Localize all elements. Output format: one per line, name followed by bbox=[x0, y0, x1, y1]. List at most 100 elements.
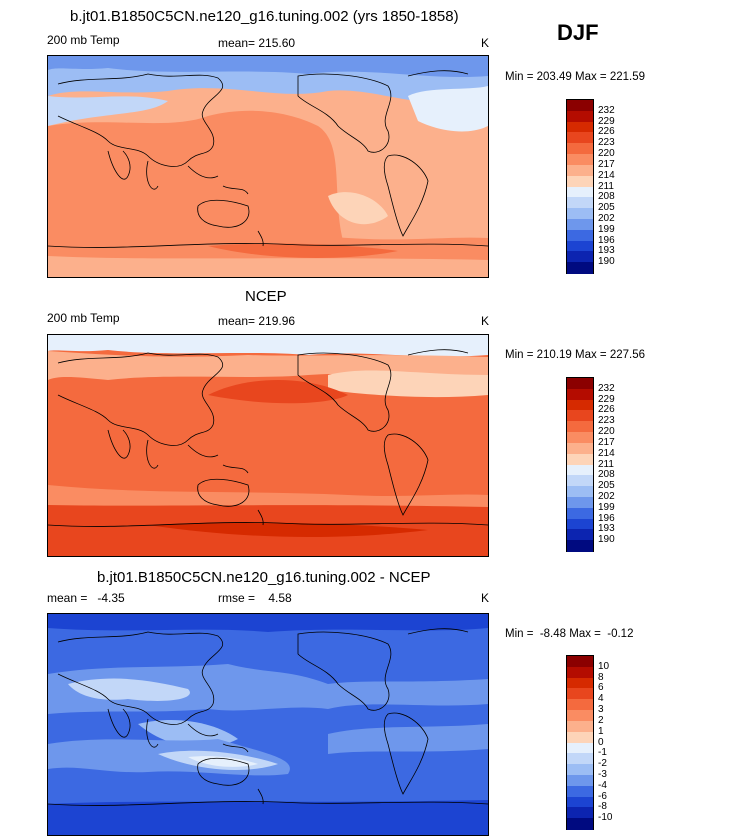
colorbar-tick-label: 223 bbox=[598, 415, 615, 427]
panel-1-title: b.jt01.B1850C5CN.ne120_g16.tuning.002 (y… bbox=[70, 8, 459, 25]
colorbar-tick-label: 214 bbox=[598, 447, 615, 459]
colorbar-swatch bbox=[567, 229, 593, 242]
colorbar-swatch bbox=[567, 731, 593, 743]
colorbar-tick-label: 205 bbox=[598, 480, 615, 492]
colorbar-swatch bbox=[567, 432, 593, 444]
colorbar-tick-label: 208 bbox=[598, 469, 615, 481]
colorbar-tick-label: -2 bbox=[598, 758, 607, 770]
colorbar-swatch bbox=[567, 399, 593, 411]
colorbar-swatch bbox=[567, 540, 593, 552]
panel-2-left-label: 200 mb Temp bbox=[47, 311, 120, 325]
colorbar-swatch bbox=[567, 378, 593, 390]
colorbar-tick-label: -3 bbox=[598, 768, 607, 780]
colorbar-swatch bbox=[567, 796, 593, 808]
colorbar-swatch bbox=[567, 529, 593, 541]
colorbar-swatch bbox=[567, 818, 593, 830]
colorbar-swatch bbox=[567, 753, 593, 765]
colorbar-tick-label: 196 bbox=[598, 234, 615, 246]
colorbar-swatch bbox=[567, 507, 593, 520]
season-label: DJF bbox=[557, 20, 599, 45]
colorbar-tick-label: 193 bbox=[598, 523, 615, 535]
colorbar-tick-label: 211 bbox=[598, 180, 614, 192]
panel-2-map bbox=[47, 334, 489, 557]
panel-3-map bbox=[47, 613, 489, 836]
colorbar-tick-label: 220 bbox=[598, 426, 615, 438]
colorbar-tick-label: -4 bbox=[598, 779, 607, 791]
panel-1-minmax: Min = 203.49 Max = 221.59 bbox=[505, 71, 646, 83]
colorbar-tick-label: 10 bbox=[598, 660, 610, 672]
colorbar-swatch bbox=[567, 453, 593, 465]
colorbar-tick-label: 0 bbox=[598, 736, 604, 748]
colorbar-swatch bbox=[567, 464, 593, 476]
colorbar-swatch bbox=[567, 132, 593, 144]
panel-1-center-label: mean= 215.60 bbox=[218, 36, 296, 50]
colorbar-tick-label: 4 bbox=[598, 693, 604, 705]
panel-2-colorbar bbox=[566, 377, 594, 552]
panel-1-units: K bbox=[481, 36, 490, 50]
panel-1-colorbar bbox=[566, 99, 594, 274]
colorbar-swatch bbox=[567, 197, 593, 209]
colorbar-swatch bbox=[567, 442, 593, 455]
colorbar-tick-label: 211 bbox=[598, 458, 614, 470]
colorbar-tick-label: 202 bbox=[598, 212, 615, 224]
colorbar-swatch bbox=[567, 186, 593, 198]
panel-2-title: NCEP bbox=[245, 288, 287, 305]
colorbar-tick-label: 220 bbox=[598, 148, 615, 160]
colorbar-swatch bbox=[567, 251, 593, 263]
colorbar-tick-label: 193 bbox=[598, 245, 615, 257]
colorbar-tick-label: 199 bbox=[598, 223, 615, 235]
colorbar-swatch bbox=[567, 742, 593, 754]
colorbar-tick-label: 229 bbox=[598, 115, 615, 127]
colorbar-tick-label: 232 bbox=[598, 382, 615, 394]
colorbar-tick-label: 190 bbox=[598, 256, 615, 268]
colorbar-tick-label: 223 bbox=[598, 137, 615, 149]
colorbar-swatch bbox=[567, 388, 593, 401]
colorbar-tick-label: -8 bbox=[598, 801, 607, 813]
colorbar-tick-label: 214 bbox=[598, 169, 615, 181]
colorbar-swatch bbox=[567, 421, 593, 433]
panel-1-map bbox=[47, 55, 489, 278]
colorbar-swatch bbox=[567, 785, 593, 798]
colorbar-tick-label: 226 bbox=[598, 404, 615, 416]
panel-1-left-label: 200 mb Temp bbox=[47, 33, 120, 47]
colorbar-swatch bbox=[567, 518, 593, 530]
colorbar-swatch bbox=[567, 496, 593, 509]
colorbar-tick-label: 190 bbox=[598, 534, 615, 546]
colorbar-tick-label: 217 bbox=[598, 436, 615, 448]
colorbar-tick-label: 232 bbox=[598, 104, 615, 116]
colorbar-swatch bbox=[567, 143, 593, 155]
panel-3-units: K bbox=[481, 591, 490, 605]
colorbar-swatch bbox=[567, 774, 593, 787]
colorbar-tick-label: 202 bbox=[598, 490, 615, 502]
colorbar-tick-label: -6 bbox=[598, 790, 607, 802]
panel-2-units: K bbox=[481, 314, 490, 328]
colorbar-swatch bbox=[567, 410, 593, 422]
colorbar-tick-label: 229 bbox=[598, 393, 615, 405]
panel-2-minmax: Min = 210.19 Max = 227.56 bbox=[505, 349, 646, 361]
colorbar-swatch bbox=[567, 688, 593, 700]
colorbar-tick-label: 217 bbox=[598, 158, 615, 170]
panel-3-center-label: rmse = 4.58 bbox=[218, 591, 292, 605]
colorbar-tick-label: 3 bbox=[598, 704, 604, 716]
colorbar-tick-label: 1 bbox=[598, 725, 604, 737]
colorbar-swatch bbox=[567, 208, 593, 220]
colorbar-swatch bbox=[567, 764, 593, 776]
panel-3-minmax: Min = -8.48 Max = -0.12 bbox=[505, 628, 634, 640]
panel-3-title: b.jt01.B1850C5CN.ne120_g16.tuning.002 - … bbox=[97, 569, 431, 586]
panel-2-center-label: mean= 219.96 bbox=[218, 314, 296, 328]
panel-3-left-label: mean = -4.35 bbox=[47, 591, 125, 605]
colorbar-tick-label: 226 bbox=[598, 126, 615, 138]
colorbar-tick-label: 6 bbox=[598, 682, 604, 694]
colorbar-swatch bbox=[567, 486, 593, 498]
colorbar-tick-label: 208 bbox=[598, 191, 615, 203]
colorbar-swatch bbox=[567, 100, 593, 112]
colorbar-swatch bbox=[567, 807, 593, 819]
panel-3-colorbar bbox=[566, 655, 594, 830]
colorbar-swatch bbox=[567, 240, 593, 252]
colorbar-swatch bbox=[567, 710, 593, 722]
colorbar-tick-label: 2 bbox=[598, 714, 604, 726]
colorbar-tick-label: 205 bbox=[598, 202, 615, 214]
colorbar-tick-label: -10 bbox=[598, 812, 613, 824]
colorbar-swatch bbox=[567, 154, 593, 166]
colorbar-swatch bbox=[567, 677, 593, 689]
